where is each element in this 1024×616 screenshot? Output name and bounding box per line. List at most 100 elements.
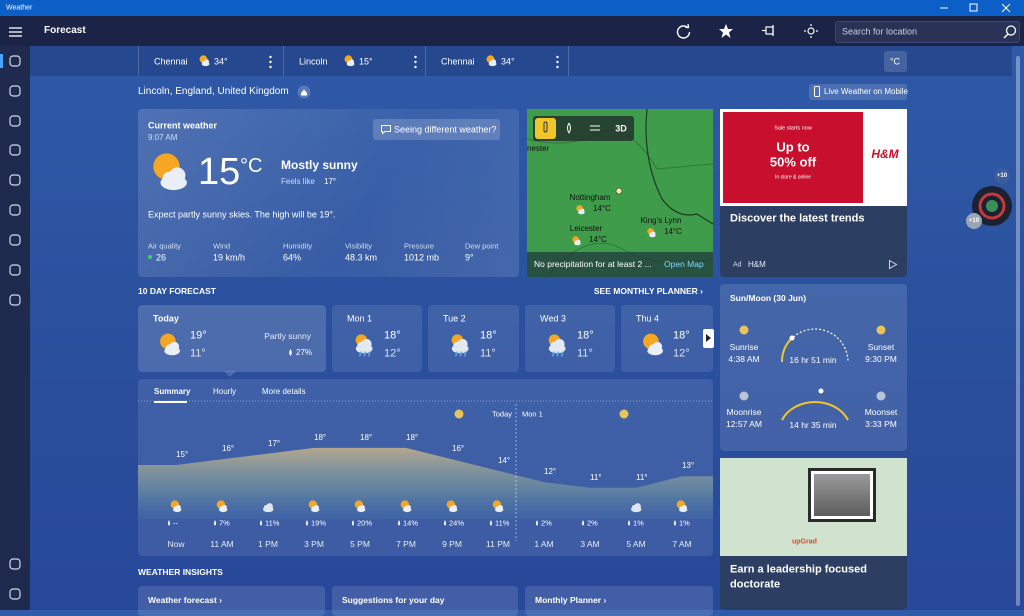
hourly-temp: 11° [636,472,648,482]
weather-icon [492,500,504,513]
favorite-city[interactable]: Chennai [441,56,475,67]
weather-icon [400,500,412,513]
day-name: Wed 3 [540,313,566,324]
weather-icon [355,334,373,357]
weather-icon [643,333,663,356]
mobile-link[interactable]: Live Weather on Mobile [824,87,908,96]
day-marker: Mon 1 [522,409,543,419]
precip-drop [306,520,308,526]
ad-title: Discover the latest trends [730,212,865,225]
hourly-time: 7 PM [396,538,416,549]
day-card[interactable] [332,305,422,372]
sun-moon-heading: Sun/Moon (30 Jun) [730,292,807,303]
monthly-planner-link[interactable]: SEE MONTHLY PLANNER › [593,285,703,296]
map-footer [527,252,713,277]
hourly-temp: 17° [268,438,281,448]
precip-drop [168,520,170,526]
day-low: 11° [480,347,496,360]
day-name: Thu 4 [636,313,660,324]
hourly-temp: 18° [314,432,327,442]
day-precip: 27% [296,348,313,357]
weather-icon [451,334,469,357]
sidebar-nav-icon [9,174,21,186]
map-place: nester [527,144,550,153]
hourly-time: 11 AM [210,538,234,549]
moonlight-duration: 14 hr 35 min [789,419,837,430]
weather-icon [262,503,274,513]
hourly-time: Now [167,538,185,549]
search-box[interactable] [835,21,1020,43]
hourly-temp: 14° [498,455,511,465]
precip-drop [289,349,292,356]
insight-title[interactable]: Monthly Planner › [535,594,607,605]
app-title: Weather [6,4,33,12]
favorites-separator [138,46,139,76]
moonrise-time: 12:57 AM [726,418,762,429]
floating-widget [966,168,1012,229]
map-3d-button[interactable]: 3D [615,123,627,134]
moonset-time: 3:33 PM [865,418,897,429]
current-unit: °C [240,155,263,177]
ad2-title: Earn a leadership focused [730,563,867,576]
feedback-text[interactable]: Seeing different weather? [394,124,497,135]
hourly-tab[interactable]: More details [262,387,306,396]
unit-label[interactable]: °C [889,56,901,67]
precip-drop [628,520,630,526]
map-open-link[interactable]: Open Map [664,258,704,269]
ad-banner-sub: In store & online [774,174,812,181]
search-placeholder: Search for location [842,26,918,37]
title-bar [0,0,1024,16]
insights-heading: WEATHER INSIGHTS [138,566,223,577]
feedback-button[interactable] [373,119,500,140]
favorite-more [414,55,417,69]
precip-drop [214,520,216,526]
day-low: 12° [673,347,690,360]
favorite-city[interactable]: Chennai [154,56,188,67]
pin-icon [762,25,774,36]
hourly-precip: 1% [679,518,690,528]
day-card[interactable] [525,305,615,372]
day-card[interactable] [621,305,713,372]
hourly-temp: 15° [176,450,189,459]
hourly-time: 11 PM [486,538,510,549]
detail-label: Visibility [345,241,372,251]
hourly-chart [138,400,713,541]
insight-title[interactable]: Weather forecast › [148,594,223,605]
unit-button[interactable] [884,51,907,72]
home-icon [297,85,311,99]
favorite-temp: 15° [359,56,373,67]
map-temp-button[interactable] [535,118,556,139]
day-condition: Partly sunny [264,330,311,341]
hourly-precip: 19% [311,518,327,528]
day-high: 19° [190,329,207,342]
widget-badge: +10 [996,173,1008,179]
scrollbar [1016,56,1020,606]
ad-banner-offer: Up to [776,139,810,155]
favorite-city[interactable]: Lincoln [299,56,328,67]
weather-icon [153,153,187,191]
weather-icon [199,54,209,66]
sidebar-nav-icon [9,264,21,276]
ad-banner-top: Sale starts now [774,125,812,132]
insight-title[interactable]: Suggestions for your day [342,594,445,605]
settings-theme-icon [804,24,818,38]
weather-icon [676,500,688,513]
hourly-temp: 18° [406,432,419,442]
detail-label: Pressure [404,241,435,251]
mobile-button[interactable] [809,84,907,100]
moon-arc [739,388,886,421]
hourly-tab[interactable]: Hourly [213,387,237,396]
hourly-precip: 7% [219,518,230,528]
precip-drop [260,520,262,526]
map-place: King's Lynn [640,216,682,225]
sun-arc [739,325,886,363]
moonset-label: Moonset [864,406,898,417]
current-temp: 15 [198,151,241,193]
detail-value: 26 [156,252,167,263]
sidebar-nav-icon [9,55,21,67]
precip-drop [674,520,676,526]
precip-drop [536,520,538,526]
sidebar-nav-icon [9,588,21,600]
day-card[interactable] [428,305,519,372]
hourly-tab[interactable]: Summary [154,387,191,396]
